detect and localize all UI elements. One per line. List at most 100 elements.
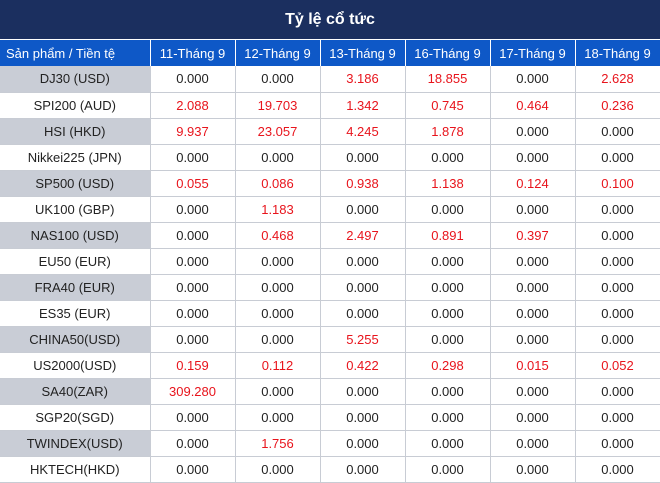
dividend-value-cell: 0.000: [575, 456, 660, 483]
dividend-value-cell: 0.464: [490, 92, 576, 119]
dividend-value-cell: 0.000: [490, 144, 576, 171]
dividend-value-cell: 0.000: [235, 144, 321, 171]
dividend-value-cell: 0.000: [490, 118, 576, 145]
table-row: EU50 (EUR) 0.000 0.000 0.000 0.000 0.000 0.000: [0, 248, 660, 275]
dividend-value-cell: 0.000: [150, 222, 236, 249]
dividend-value-cell: 2.628: [575, 66, 660, 93]
table-row: SGP20(SGD) 0.000 0.000 0.000 0.000 0.000 0.000: [0, 404, 660, 431]
header-row: Sản phẩm / Tiền tệ 11-Tháng 9 12-Tháng 9…: [0, 40, 660, 66]
table-row: ES35 (EUR) 0.000 0.000 0.000 0.000 0.000 0.000: [0, 300, 660, 327]
dividend-value-cell: 0.000: [405, 144, 491, 171]
dividend-value-cell: 0.000: [575, 222, 660, 249]
dividend-table: Sản phẩm / Tiền tệ 11-Tháng 9 12-Tháng 9…: [0, 40, 660, 483]
dividend-value-cell: 1.183: [235, 196, 321, 223]
header-date: 18-Tháng 9: [575, 40, 660, 66]
dividend-value-cell: 0.000: [575, 248, 660, 275]
dividend-value-cell: 0.000: [575, 274, 660, 301]
product-cell: TWINDEX(USD): [0, 430, 151, 457]
dividend-value-cell: 0.000: [405, 300, 491, 327]
product-cell: DJ30 (USD): [0, 66, 151, 93]
product-cell: SPI200 (AUD): [0, 92, 151, 119]
table-row: US2000(USD) 0.159 0.112 0.422 0.298 0.015 0.05…: [0, 352, 660, 379]
dividend-value-cell: 0.000: [575, 378, 660, 405]
dividend-value-cell: 0.000: [235, 456, 321, 483]
dividend-value-cell: 0.000: [320, 248, 406, 275]
table-row: NAS100 (USD) 0.000 0.468 2.497 0.891 0.397 0.0…: [0, 222, 660, 249]
dividend-value-cell: 0.000: [575, 196, 660, 223]
product-cell: HSI (HKD): [0, 118, 151, 145]
dividend-value-cell: 309.280: [150, 378, 236, 405]
dividend-value-cell: 0.000: [150, 456, 236, 483]
header-date: 16-Tháng 9: [405, 40, 491, 66]
dividend-value-cell: 5.255: [320, 326, 406, 353]
dividend-value-cell: 0.000: [490, 196, 576, 223]
table-row: SA40(ZAR) 309.280 0.000 0.000 0.000 0.000 0.00…: [0, 378, 660, 405]
dividend-value-cell: 0.000: [320, 378, 406, 405]
dividend-value-cell: 9.937: [150, 118, 236, 145]
dividend-value-cell: 0.000: [490, 274, 576, 301]
dividend-value-cell: 0.055: [150, 170, 236, 197]
dividend-value-cell: 0.086: [235, 170, 321, 197]
dividend-value-cell: 0.000: [320, 274, 406, 301]
dividend-value-cell: 0.000: [320, 196, 406, 223]
table-row: SP500 (USD) 0.055 0.086 0.938 1.138 0.124 0.10…: [0, 170, 660, 197]
dividend-value-cell: 0.422: [320, 352, 406, 379]
header-date: 17-Tháng 9: [490, 40, 576, 66]
dividend-value-cell: 18.855: [405, 66, 491, 93]
dividend-value-cell: 0.891: [405, 222, 491, 249]
dividend-value-cell: 0.000: [575, 144, 660, 171]
dividend-value-cell: 0.000: [150, 248, 236, 275]
table-row: TWINDEX(USD) 0.000 1.756 0.000 0.000 0.000 0.0…: [0, 430, 660, 457]
dividend-value-cell: 0.000: [235, 248, 321, 275]
dividend-value-cell: 0.000: [575, 404, 660, 431]
dividend-value-cell: 0.000: [575, 326, 660, 353]
dividend-value-cell: 0.236: [575, 92, 660, 119]
table-body: DJ30 (USD) 0.000 0.000 3.186 18.855 0.000 2.62…: [0, 66, 660, 483]
dividend-value-cell: 1.756: [235, 430, 321, 457]
dividend-value-cell: 0.052: [575, 352, 660, 379]
dividend-value-cell: 0.000: [490, 300, 576, 327]
dividend-value-cell: 0.000: [490, 248, 576, 275]
dividend-value-cell: 0.000: [405, 248, 491, 275]
dividend-value-cell: 1.138: [405, 170, 491, 197]
dividend-value-cell: 0.000: [405, 430, 491, 457]
header-date: 11-Tháng 9: [150, 40, 236, 66]
table-row: DJ30 (USD) 0.000 0.000 3.186 18.855 0.000 2.62…: [0, 66, 660, 93]
dividend-value-cell: 0.000: [150, 430, 236, 457]
dividend-value-cell: 0.938: [320, 170, 406, 197]
product-cell: FRA40 (EUR): [0, 274, 151, 301]
dividend-value-cell: 0.000: [490, 404, 576, 431]
table-row: SPI200 (AUD) 2.088 19.703 1.342 0.745 0.464 0.…: [0, 92, 660, 119]
dividend-value-cell: 19.703: [235, 92, 321, 119]
product-cell: NAS100 (USD): [0, 222, 151, 249]
dividend-value-cell: 0.124: [490, 170, 576, 197]
dividend-value-cell: 0.000: [235, 404, 321, 431]
dividend-value-cell: 0.000: [490, 66, 576, 93]
dividend-value-cell: 0.000: [575, 430, 660, 457]
product-cell: SP500 (USD): [0, 170, 151, 197]
product-cell: UK100 (GBP): [0, 196, 151, 223]
dividend-value-cell: 0.112: [235, 352, 321, 379]
table-row: Nikkei225 (JPN) 0.000 0.000 0.000 0.000 0.000…: [0, 144, 660, 171]
product-cell: HKTECH(HKD): [0, 456, 151, 483]
header-date: 12-Tháng 9: [235, 40, 321, 66]
product-cell: US2000(USD): [0, 352, 151, 379]
product-cell: ES35 (EUR): [0, 300, 151, 327]
dividend-value-cell: 0.397: [490, 222, 576, 249]
dividend-value-cell: 0.000: [490, 378, 576, 405]
dividend-value-cell: 0.000: [575, 118, 660, 145]
dividend-value-cell: 0.000: [150, 404, 236, 431]
dividend-value-cell: 2.497: [320, 222, 406, 249]
dividend-value-cell: 4.245: [320, 118, 406, 145]
dividend-value-cell: 0.745: [405, 92, 491, 119]
dividend-value-cell: 0.000: [490, 456, 576, 483]
product-cell: CHINA50(USD): [0, 326, 151, 353]
dividend-value-cell: 0.000: [235, 300, 321, 327]
dividend-value-cell: 0.000: [320, 404, 406, 431]
dividend-value-cell: 0.000: [575, 300, 660, 327]
product-cell: SGP20(SGD): [0, 404, 151, 431]
table-row: CHINA50(USD) 0.000 0.000 5.255 0.000 0.000 0.0…: [0, 326, 660, 353]
dividend-value-cell: 0.000: [150, 196, 236, 223]
product-cell: EU50 (EUR): [0, 248, 151, 275]
